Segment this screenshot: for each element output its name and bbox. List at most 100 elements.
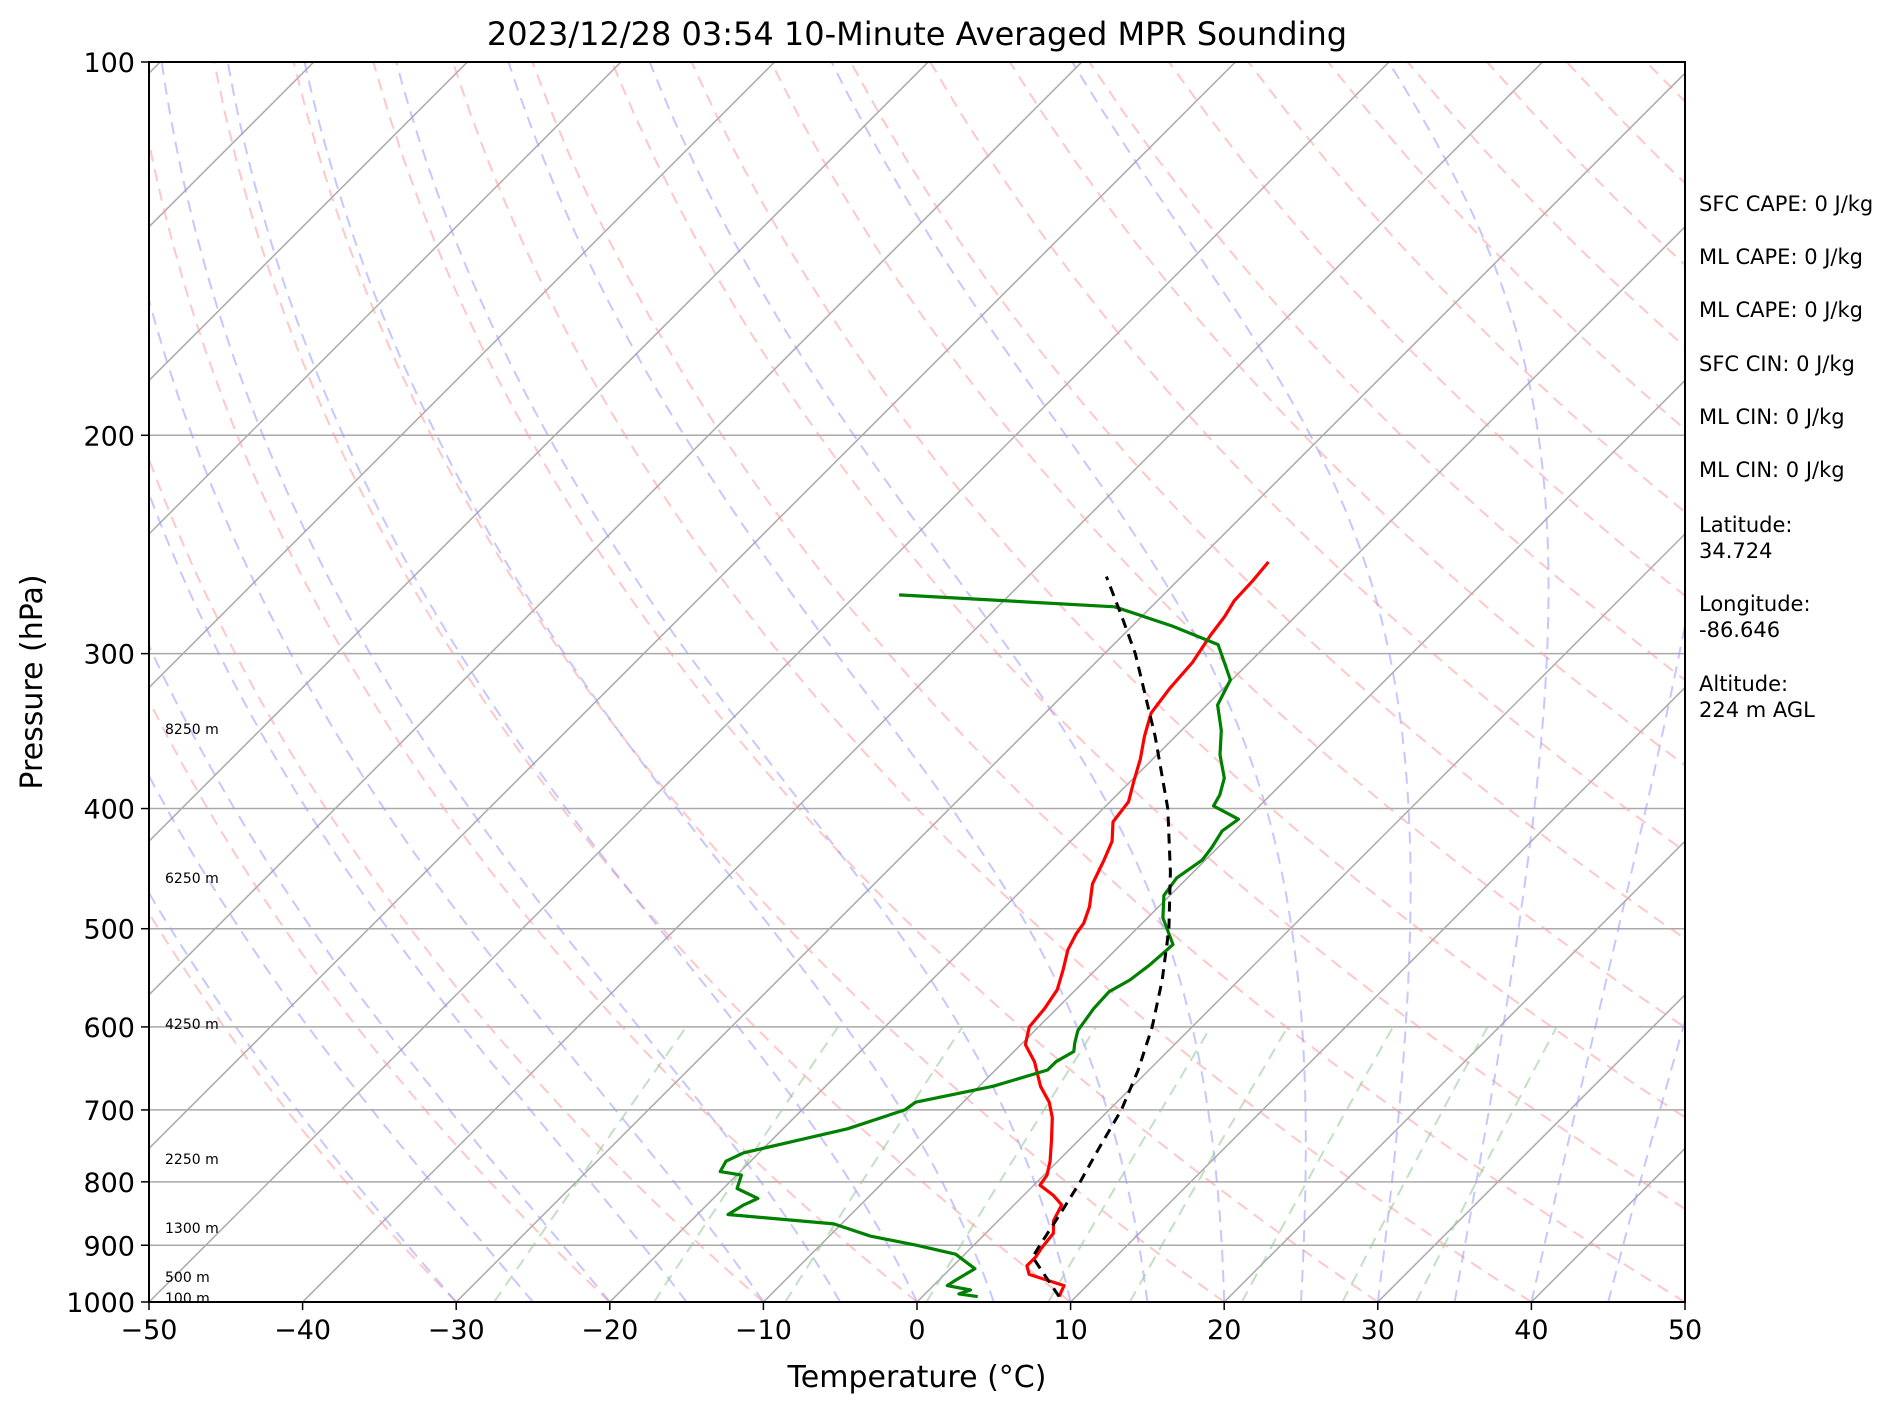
mixing-ratio-line [925,1026,1097,1302]
isotherm-line [916,532,1685,1302]
isotherm-line [302,62,1544,1302]
info-latitude-label: Latitude: [1699,513,1793,537]
chart-title: 2023/12/28 03:54 10-Minute Averaged MPR … [487,15,1347,53]
moist-adiabat-line [1071,62,1412,1302]
info-ml-cape-2: ML CAPE: 0 J/kg [1699,298,1863,322]
isotherm-line [149,62,929,843]
x-tick-label: −30 [428,1315,485,1346]
info-longitude-label: Longitude: [1699,592,1811,616]
height-labels: 8250 m 6250 m 4250 m 2250 m 1300 m 500 m 100 m [165,722,219,1307]
info-altitude-value: 224 m AGL [1699,698,1815,722]
y-axis-label: Pressure (hPa) [15,574,50,789]
moist-adiabat-line [1387,62,1550,1302]
x-tick-label: −10 [735,1315,792,1346]
dry-adiabat-line [213,62,1072,1302]
dry-adiabat-line [531,62,1685,1302]
moist-adiabat-line [303,62,995,1302]
isotherm-line [149,62,1236,1150]
x-tick-label: −40 [274,1315,331,1346]
y-tick-label: 500 [83,915,135,946]
x-tick-label: 40 [1514,1315,1548,1346]
info-altitude-label: Altitude: [1699,672,1788,696]
dry-adiabat-line [149,137,918,1302]
moist-adiabat-line [226,62,918,1302]
isotherm-line [149,62,776,689]
x-tick-label: 10 [1053,1315,1087,1346]
isotherm-line [455,72,1685,1302]
moist-adiabat-line [1607,1017,1685,1302]
y-tick-label: 300 [83,640,135,671]
moist-adiabat-line [149,891,457,1302]
info-longitude-value: -86.646 [1699,618,1780,642]
dry-adiabat-line [149,698,611,1302]
moist-adiabat-line [1530,619,1685,1302]
moist-adiabat-line [648,62,1226,1302]
height-label: 4250 m [165,1017,219,1033]
mixing-ratio-line [1128,1026,1289,1302]
height-label: 100 m [165,1291,210,1307]
moist-adiabat-line [507,62,1149,1302]
isotherm-line [1223,840,1685,1302]
info-sfc-cape: SFC CAPE: 0 J/kg [1699,192,1873,216]
dry-adiabat-line [1088,62,1685,682]
isotherm-line [149,62,1083,996]
height-label: 1300 m [165,1221,219,1237]
mixing-ratio-line [1047,1026,1212,1302]
moist-adiabat-line [160,62,842,1302]
info-sfc-cin: SFC CIN: 0 J/kg [1699,352,1855,376]
series-layer [718,560,1270,1299]
x-tick-label: 0 [908,1315,925,1346]
mixing-ratio-line [1415,1026,1558,1302]
isotherm-line [1070,686,1685,1302]
height-label: 2250 m [165,1152,219,1168]
mixing-ratio-line [1341,1026,1489,1302]
isotherm-line [1377,993,1685,1302]
info-ml-cape: ML CAPE: 0 J/kg [1699,245,1863,269]
mixing-ratio-line [1240,1026,1394,1302]
moist-adiabat-line [149,296,765,1302]
x-tick-label: 20 [1207,1315,1241,1346]
dry-adiabat-line [451,62,1532,1302]
x-axis-label: Temperature (°C) [787,1360,1047,1395]
moist-adiabat-line [395,62,1072,1302]
x-tick-label: −50 [121,1315,178,1346]
info-latitude-value: 34.724 [1699,539,1772,563]
y-tick-label: 400 [83,795,135,826]
info-ml-cin: ML CIN: 0 J/kg [1699,405,1845,429]
moist-adiabat-line [149,773,534,1302]
dry-adiabat-line [292,62,1225,1302]
y-tick-label: 200 [83,421,135,452]
mixing-ratio-line [653,1026,839,1302]
x-axis: −50 −40 −30 −20 −10 0 10 20 30 40 50 [121,1302,1702,1346]
info-panel: SFC CAPE: 0 J/kg ML CAPE: 0 J/kg ML CAPE… [1699,192,1873,722]
isotherm-line [762,379,1685,1302]
info-ml-cin-2: ML CIN: 0 J/kg [1699,458,1845,482]
isotherm-line [0,62,7,1302]
y-tick-label: 900 [83,1231,135,1262]
plot-frame [148,61,1686,1303]
dewpoint-line [718,593,1241,1299]
height-label: 8250 m [165,722,219,738]
mixing-ratio-line [493,1026,688,1302]
y-tick-label: 800 [83,1168,135,1199]
height-label: 500 m [165,1270,210,1286]
moist-adiabat-line [149,491,688,1302]
mixing-ratio-line [784,1026,964,1302]
y-tick-label: 1000 [66,1288,135,1319]
background-lines [0,62,1685,1302]
x-tick-label: 50 [1668,1315,1702,1346]
parcel-line [1031,576,1172,1298]
x-tick-label: −20 [581,1315,638,1346]
dry-adiabat-line [770,62,1685,1029]
temperature-line [1023,560,1270,1298]
y-tick-label: 700 [83,1096,135,1127]
isotherm-line [149,62,468,382]
height-label: 6250 m [165,871,219,887]
dry-adiabat-line [1168,62,1685,598]
y-tick-label: 600 [83,1013,135,1044]
isotherm-line [149,62,622,536]
moist-adiabat-line [830,62,1307,1302]
y-axis: 100 200 300 400 500 600 700 800 900 1000 [66,48,149,1319]
dry-adiabat-line [372,62,1379,1302]
